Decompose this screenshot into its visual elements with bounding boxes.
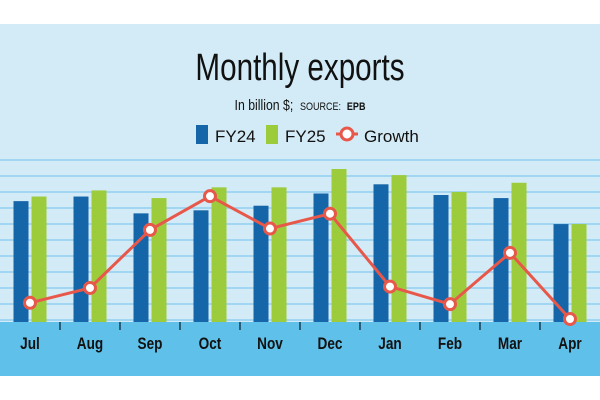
bar-fy24-nov — [253, 205, 269, 322]
category-label-jul: Jul — [20, 335, 40, 354]
legend-swatch-fy25 — [266, 125, 278, 144]
bar-fy24-jul — [13, 201, 29, 322]
growth-point-sep — [143, 222, 157, 237]
bar-fy25-nov — [271, 187, 287, 322]
legend: FY24 FY25 Growth — [196, 125, 419, 146]
category-label-jan: Jan — [378, 335, 401, 354]
category-labels: Jul Aug Sep Oct Nov Dec Jan Feb Mar Apr — [20, 335, 582, 354]
growth-point-jul — [23, 295, 37, 310]
category-label-nov: Nov — [257, 335, 283, 354]
category-label-oct: Oct — [199, 335, 222, 354]
category-label-dec: Dec — [318, 335, 343, 354]
bar-fy25-dec — [331, 169, 347, 322]
bar-fy25-sep — [151, 198, 167, 322]
legend-label-fy24: FY24 — [215, 127, 256, 146]
bar-fy25-mar — [511, 182, 527, 322]
chart-svg: Jul Aug Sep Oct Nov Dec Jan Feb Mar Apr Monthly e… — [0, 24, 600, 376]
category-label-feb: Feb — [438, 335, 462, 354]
legend-label-growth: Growth — [364, 127, 419, 146]
bar-fy24-feb — [433, 195, 449, 322]
subtitle-units: In billion $; — [235, 97, 294, 113]
subtitle-source-label: SOURCE: — [300, 101, 341, 113]
bar-fy25-feb — [451, 191, 467, 322]
category-axis-band — [0, 322, 600, 376]
category-label-apr: Apr — [558, 335, 581, 354]
growth-point-aug — [83, 280, 97, 295]
legend-growth-marker — [339, 126, 355, 142]
legend-swatch-fy24 — [196, 125, 208, 144]
bar-fy24-aug — [73, 196, 89, 322]
chart-title: Monthly exports — [195, 47, 404, 89]
bar-fy25-apr — [571, 224, 587, 322]
bar-fy25-aug — [91, 190, 107, 322]
category-label-mar: Mar — [498, 335, 522, 354]
chart-subtitle: In billion $; SOURCE: EPB — [235, 97, 366, 113]
bar-fy25-jan — [391, 175, 407, 322]
category-ticks — [59, 322, 541, 330]
bar-fy25-jul — [31, 196, 47, 322]
bars — [13, 169, 587, 322]
legend-label-fy25: FY25 — [285, 127, 326, 146]
growth-point-nov — [263, 221, 277, 236]
growth-point-apr — [563, 312, 577, 326]
category-label-sep: Sep — [138, 335, 163, 354]
growth-point-jan — [383, 279, 397, 294]
growth-point-mar — [503, 245, 517, 260]
bar-fy24-apr — [553, 224, 569, 322]
category-label-aug: Aug — [77, 335, 103, 354]
bar-fy25-oct — [211, 187, 227, 322]
growth-line — [23, 189, 577, 326]
growth-line-path — [29, 194, 572, 321]
chart-card: Jul Aug Sep Oct Nov Dec Jan Feb Mar Apr Monthly e… — [0, 24, 600, 376]
bar-fy24-jan — [373, 184, 389, 322]
growth-point-oct — [203, 189, 217, 204]
bar-fy24-oct — [193, 210, 209, 322]
bar-fy24-dec — [313, 193, 329, 322]
subtitle-source-name: EPB — [347, 101, 366, 113]
growth-point-dec — [323, 206, 337, 221]
growth-point-feb — [443, 297, 457, 312]
